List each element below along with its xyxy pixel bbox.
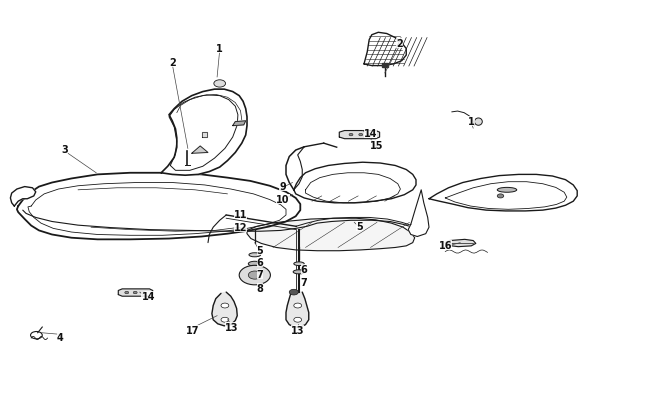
Circle shape [125,292,129,294]
Polygon shape [202,133,207,138]
Text: 7: 7 [257,270,263,279]
Ellipse shape [294,262,304,266]
Polygon shape [212,292,237,326]
Text: 13: 13 [226,322,239,332]
Polygon shape [161,90,247,176]
Text: 4: 4 [57,332,64,342]
Circle shape [359,134,363,136]
Text: 5: 5 [356,221,363,231]
Text: 7: 7 [301,278,307,288]
Circle shape [294,303,302,308]
Ellipse shape [248,262,261,266]
Text: 8: 8 [257,284,263,293]
Polygon shape [445,240,476,247]
Circle shape [239,266,270,285]
Text: 3: 3 [62,145,68,155]
Polygon shape [247,219,415,251]
Circle shape [221,303,229,308]
Circle shape [141,292,145,294]
Text: 12: 12 [234,223,247,232]
Circle shape [349,134,353,136]
Circle shape [133,292,137,294]
Circle shape [221,318,229,322]
Circle shape [214,81,226,88]
Text: 2: 2 [169,58,176,68]
Polygon shape [233,122,246,126]
Polygon shape [192,147,208,154]
Polygon shape [429,175,577,211]
Text: 17: 17 [186,325,199,335]
Text: 15: 15 [370,141,383,151]
Text: 6: 6 [301,264,307,274]
Text: 5: 5 [257,245,263,255]
Text: 1: 1 [216,44,223,53]
Circle shape [248,271,261,279]
Ellipse shape [497,188,517,193]
Text: 2: 2 [396,39,403,49]
Ellipse shape [293,270,305,274]
Text: 16: 16 [439,240,452,250]
Text: 6: 6 [257,258,263,267]
Text: 11: 11 [234,210,247,220]
Text: 9: 9 [280,181,286,191]
Text: 1: 1 [468,117,474,126]
Polygon shape [118,289,153,296]
Bar [382,64,388,68]
Circle shape [289,290,298,295]
Polygon shape [17,173,300,240]
Ellipse shape [249,253,261,257]
Polygon shape [408,190,429,237]
Polygon shape [339,131,380,139]
Ellipse shape [474,119,482,126]
Polygon shape [286,292,309,327]
Circle shape [369,134,372,136]
Text: 13: 13 [291,325,304,335]
Polygon shape [294,163,416,203]
Circle shape [497,194,504,198]
Text: 10: 10 [276,194,289,204]
Circle shape [294,318,302,322]
Text: 14: 14 [364,129,377,139]
Polygon shape [10,187,36,207]
Text: 14: 14 [142,292,155,301]
